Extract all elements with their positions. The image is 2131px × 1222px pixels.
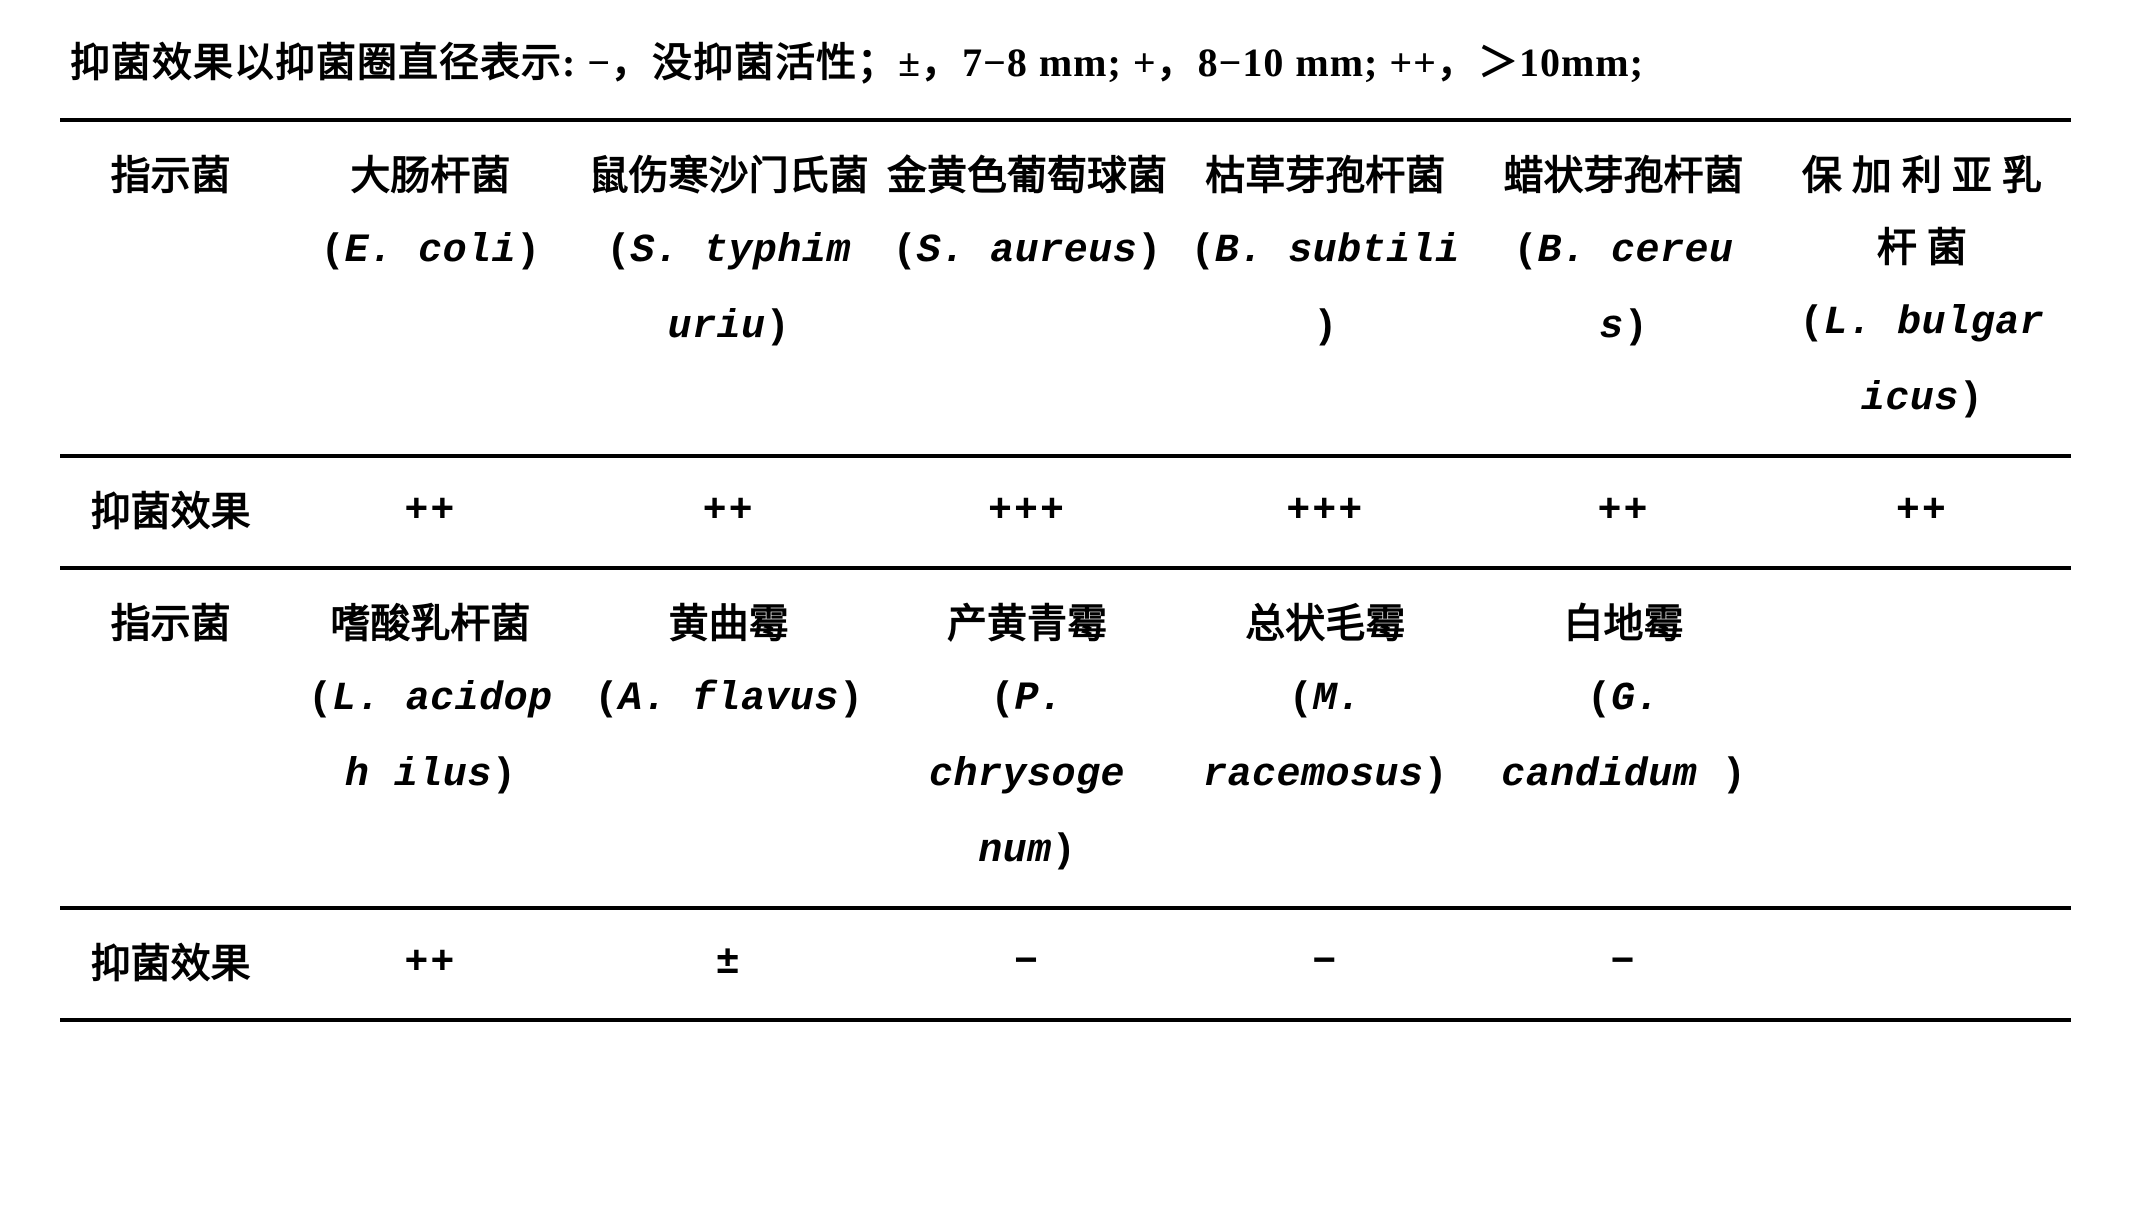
effect-cell xyxy=(1773,908,2071,1020)
effect-row-1: 抑菌效果 ++ ++ +++ +++ ++ ++ xyxy=(60,456,2071,568)
indicator-row-1: 指示菌 大肠杆菌 (E. coli) 鼠伤寒沙门氏菌 (S. typhim ur… xyxy=(60,120,2071,456)
paren-open: ( xyxy=(1513,229,1537,274)
effect-cell: ++ xyxy=(281,908,579,1020)
paren-close: ) xyxy=(766,305,790,350)
organism-latin: B. subtili xyxy=(1215,229,1460,274)
indicator-row-2: 指示菌 嗜酸乳杆菌 (L. acidop h ilus) 黄曲霉 (A. fla… xyxy=(60,568,2071,908)
effect-cell: − xyxy=(1474,908,1772,1020)
organism-cn: 大肠杆菌 xyxy=(350,153,510,198)
indicator-cell-empty xyxy=(1773,568,2071,908)
indicator-cell: 鼠伤寒沙门氏菌 (S. typhim uriu) xyxy=(580,120,878,456)
paren-close: ) xyxy=(1313,305,1337,350)
effect-cell: +++ xyxy=(878,456,1176,568)
paren-close: ) xyxy=(1052,829,1076,874)
paren-open: ( xyxy=(990,677,1014,722)
indicator-cell: 蜡状芽孢杆菌 (B. cereu s) xyxy=(1474,120,1772,456)
organism-cn: 蜡状芽孢杆菌 xyxy=(1504,153,1744,198)
indicator-cell: 大肠杆菌 (E. coli) xyxy=(281,120,579,456)
effect-cell: ++ xyxy=(580,456,878,568)
indicator-cell: 枯草芽孢杆菌 (B. subtili ) xyxy=(1176,120,1474,456)
effect-cell: ++ xyxy=(1773,456,2071,568)
effect-cell: +++ xyxy=(1176,456,1474,568)
effect-cell: ± xyxy=(580,908,878,1020)
organism-cn: 金黄色葡萄球菌 xyxy=(887,153,1167,198)
organism-latin: S. typhim uriu xyxy=(630,229,851,350)
paren-close: ) xyxy=(492,753,516,798)
organism-cn: 枯草芽孢杆菌 xyxy=(1205,153,1445,198)
paren-close: ) xyxy=(1722,753,1746,798)
organism-cn: 黄曲霉 xyxy=(669,601,789,646)
organism-latin: A. flavus xyxy=(618,677,839,722)
effect-row-2: 抑菌效果 ++ ± − − − xyxy=(60,908,2071,1020)
row-label-effect: 抑菌效果 xyxy=(60,456,281,568)
indicator-cell: 金黄色葡萄球菌 (S. aureus) xyxy=(878,120,1176,456)
indicator-cell: 保 加 利 亚 乳 杆 菌 (L. bulgar icus) xyxy=(1773,120,2071,456)
indicator-cell: 总状毛霉 (M. racemosus) xyxy=(1176,568,1474,908)
paren-open: ( xyxy=(1289,677,1313,722)
table-caption: 抑菌效果以抑菌圈直径表示: −，没抑菌活性；±，7−8 mm; +，8−10 m… xyxy=(70,30,2071,88)
indicator-cell: 白地霉 (G. candidum ) xyxy=(1474,568,1772,908)
effect-cell: − xyxy=(878,908,1176,1020)
organism-latin: S. aureus xyxy=(917,229,1138,274)
organism-cn: 嗜酸乳杆菌 xyxy=(330,601,530,646)
paren-close: ) xyxy=(516,229,540,274)
row-label-indicator: 指示菌 xyxy=(60,568,281,908)
organism-latin: E. coli xyxy=(345,229,517,274)
row-label-effect: 抑菌效果 xyxy=(60,908,281,1020)
paren-open: ( xyxy=(606,229,630,274)
paren-close: ) xyxy=(839,677,863,722)
paren-open: ( xyxy=(1800,301,1824,346)
effect-cell: − xyxy=(1176,908,1474,1020)
organism-cn: 白地霉 xyxy=(1564,601,1684,646)
paren-close: ) xyxy=(1624,305,1648,350)
row-label-indicator: 指示菌 xyxy=(60,120,281,456)
organism-cn: 产黄青霉 xyxy=(947,601,1107,646)
paren-open: ( xyxy=(594,677,618,722)
antibacterial-table: 指示菌 大肠杆菌 (E. coli) 鼠伤寒沙门氏菌 (S. typhim ur… xyxy=(60,118,2071,1022)
paren-open: ( xyxy=(308,677,332,722)
paren-close: ) xyxy=(1959,377,1983,422)
paren-close: ) xyxy=(1137,229,1161,274)
indicator-cell: 黄曲霉 (A. flavus) xyxy=(580,568,878,908)
organism-latin: L. bulgar icus xyxy=(1824,301,2045,422)
indicator-cell: 产黄青霉 (P. chrysoge num) xyxy=(878,568,1176,908)
organism-cn: 保 加 利 亚 乳 杆 菌 xyxy=(1802,153,2042,270)
paren-open: ( xyxy=(1191,229,1215,274)
indicator-cell: 嗜酸乳杆菌 (L. acidop h ilus) xyxy=(281,568,579,908)
paren-close: ) xyxy=(1424,753,1448,798)
organism-latin: M. racemosus xyxy=(1203,677,1424,798)
organism-cn: 鼠伤寒沙门氏菌 xyxy=(589,153,869,198)
paren-open: ( xyxy=(893,229,917,274)
organism-latin: L. acidop h ilus xyxy=(332,677,553,798)
paren-open: ( xyxy=(1587,677,1611,722)
effect-cell: ++ xyxy=(1474,456,1772,568)
organism-latin: P. chrysoge num xyxy=(929,677,1125,874)
paren-open: ( xyxy=(321,229,345,274)
organism-latin: G. candidum xyxy=(1501,677,1722,798)
effect-cell: ++ xyxy=(281,456,579,568)
organism-cn: 总状毛霉 xyxy=(1245,601,1405,646)
